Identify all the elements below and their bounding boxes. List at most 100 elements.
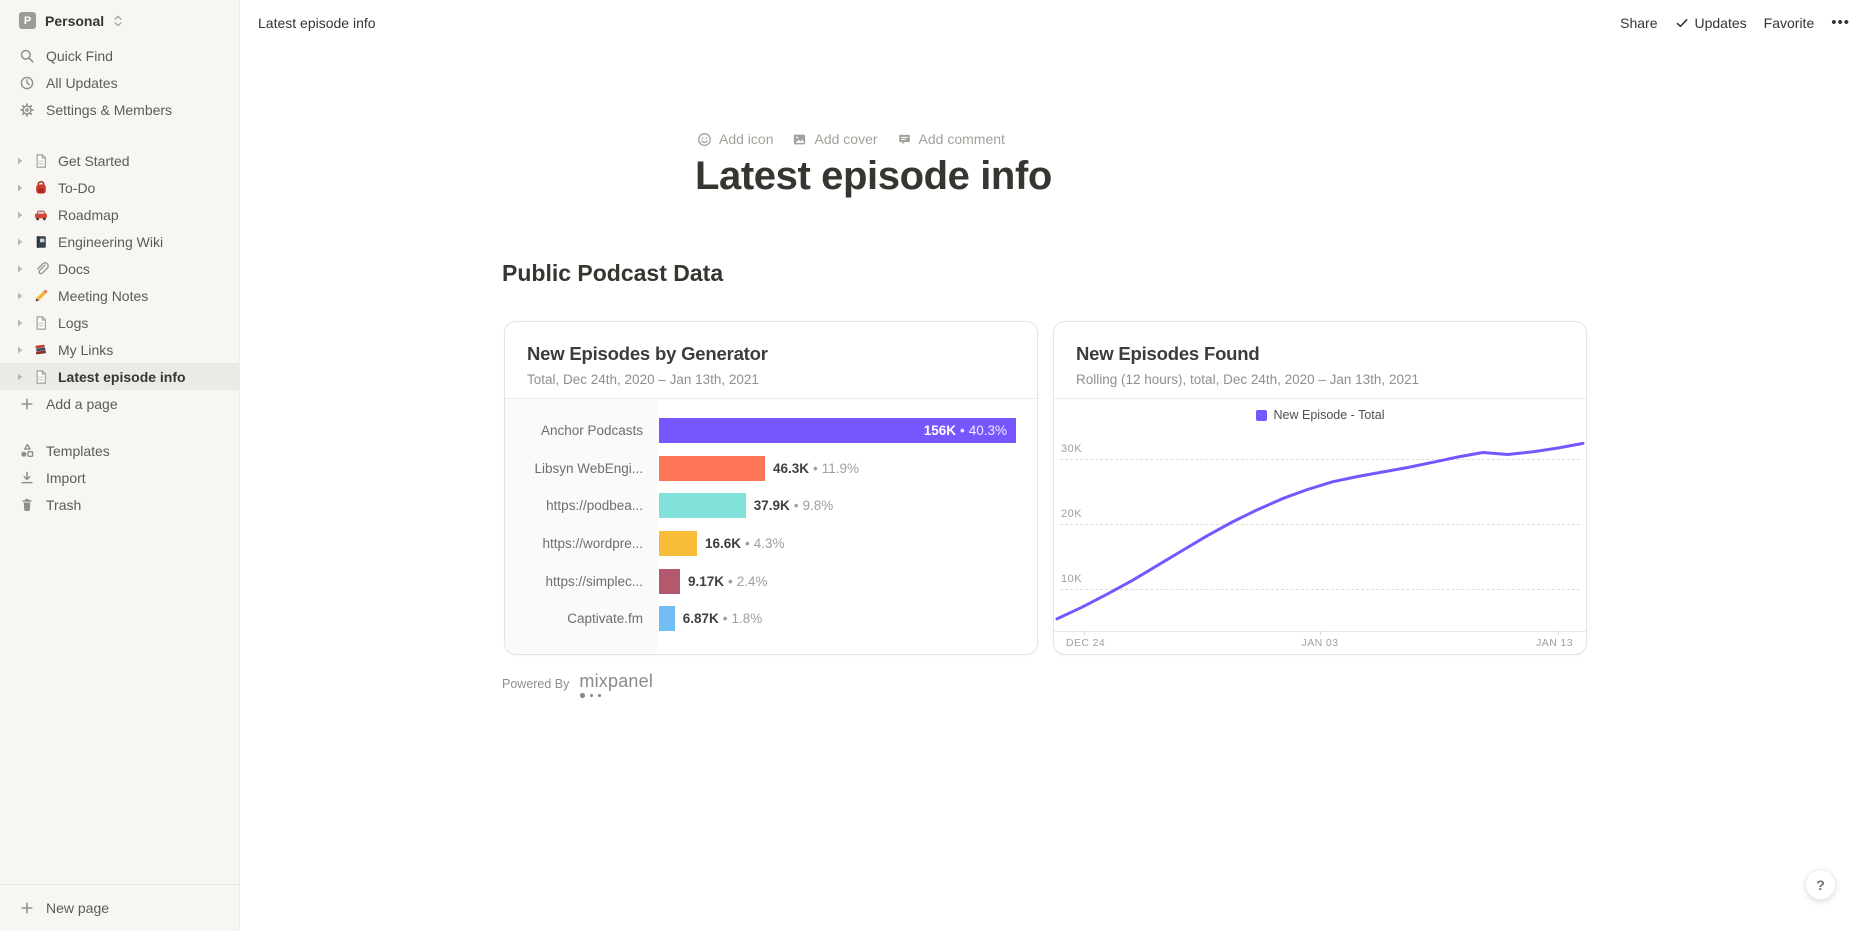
gridline [1060,524,1580,525]
sidebar-page-my-links[interactable]: My Links [0,336,239,363]
sidebar-item-label: Settings & Members [46,101,173,118]
page-icon [33,153,49,169]
page-label: Latest episode info [58,368,186,385]
sidebar-page-latest-episode-info[interactable]: Latest episode info [0,363,239,390]
page-controls: Add icon Add cover Add comment [697,131,1005,147]
add-comment-button[interactable]: Add comment [897,131,1005,147]
y-axis-label: 30K [1061,443,1083,455]
more-options-button[interactable]: ••• [1831,14,1850,31]
sidebar-item-settings-members[interactable]: Settings & Members [0,96,239,123]
page-label: Meeting Notes [58,287,149,304]
add-page-button[interactable]: Add a page [0,390,239,417]
add-page-label: Add a page [46,395,118,412]
expand-toggle-icon[interactable] [14,236,26,248]
sidebar-item-trash[interactable]: Trash [0,491,239,518]
bar-value-label: 9.17K • 2.4% [688,573,768,589]
search-icon [19,48,35,64]
line-chart-card[interactable]: New Episodes Found Rolling (12 hours), t… [1053,321,1587,655]
expand-toggle-icon[interactable] [14,209,26,221]
sidebar-item-label: Trash [46,496,82,513]
sidebar-page-engineering-wiki[interactable]: Engineering Wiki [0,228,239,255]
chart-legend: New Episode - Total [1054,408,1586,422]
line-series[interactable] [1054,399,1586,654]
new-page-button[interactable]: New page [0,884,239,931]
bar-segment[interactable] [659,531,697,557]
paperclip-icon [33,261,49,277]
sidebar-page-docs[interactable]: Docs [0,255,239,282]
x-axis-label: DEC 24 [1066,637,1106,649]
expand-toggle-icon[interactable] [14,155,26,167]
bar-segment[interactable] [659,455,765,481]
bar-chart-card[interactable]: New Episodes by Generator Total, Dec 24t… [504,321,1038,655]
sidebar-page-to-do[interactable]: To-Do [0,174,239,201]
expand-toggle-icon[interactable] [14,290,26,302]
sidebar-menu: Quick Find All Updates Settings & Members [0,38,239,123]
workspace-switcher[interactable]: P Personal [0,0,239,38]
favorite-button[interactable]: Favorite [1763,14,1815,31]
sidebar-item-import[interactable]: Import [0,464,239,491]
add-icon-button[interactable]: Add icon [697,131,773,147]
sidebar-page-get-started[interactable]: Get Started [0,147,239,174]
page-icon [33,369,49,385]
new-page-label: New page [46,900,110,916]
trash-icon [19,497,35,513]
line-chart-subtitle: Rolling (12 hours), total, Dec 24th, 202… [1076,372,1419,387]
expand-toggle-icon[interactable] [14,263,26,275]
expand-toggle-icon[interactable] [14,371,26,383]
add-cover-button[interactable]: Add cover [792,131,878,147]
topbar: Latest episode info Share Updates Favori… [240,0,1863,45]
sidebar-item-all-updates[interactable]: All Updates [0,69,239,96]
x-tick-icon [1320,631,1321,635]
help-button[interactable]: ? [1805,869,1836,900]
page-label: My Links [58,341,114,358]
page-title[interactable]: Latest episode info [695,154,1052,198]
bar-chart-title: New Episodes by Generator [527,343,768,364]
legend-label: New Episode - Total [1273,408,1385,422]
mixpanel-logo-dots [580,693,653,698]
control-label: Add comment [918,131,1005,147]
bar-chart-body: Anchor Podcasts Libsyn WebEngi... https://… [505,399,1037,654]
bar-category-labels: Anchor Podcasts Libsyn WebEngi... https://… [505,399,657,654]
share-button[interactable]: Share [1620,14,1658,31]
pencil-icon [33,288,49,304]
bar-chart-subtitle: Total, Dec 24th, 2020 – Jan 13th, 2021 [527,372,759,387]
updates-button[interactable]: Updates [1675,15,1747,31]
line-chart-title: New Episodes Found [1076,343,1260,364]
legend-swatch-icon [1255,409,1267,421]
bar-segment[interactable] [659,606,675,632]
bar-value-label: 16.6K • 4.3% [705,536,785,552]
workspace-avatar: P [19,12,36,29]
bar-row: 156K • 40.3% [659,412,1037,450]
comment-icon [897,132,912,147]
sidebar-footer-menu: Templates Import Trash [0,437,239,518]
line-chart-header: New Episodes Found Rolling (12 hours), t… [1054,322,1586,399]
backpack-icon [33,180,49,196]
page-content: Add icon Add cover Add comment Latest epis… [240,45,1863,931]
mixpanel-logo[interactable]: mixpanel [579,672,653,698]
bar-segment[interactable] [659,493,746,519]
import-icon [19,470,35,486]
bar-row: 46.3K • 11.9% [659,450,1037,488]
bar-category-label: https://simplec... [545,573,643,589]
expand-toggle-icon[interactable] [14,317,26,329]
bar-value-label: 37.9K • 9.8% [753,498,834,514]
line-chart-body: New Episode - Total 10K 20K 30K DEC 24 JAN 03… [1054,399,1586,731]
check-icon [1675,16,1689,30]
section-heading[interactable]: Public Podcast Data [502,260,724,286]
chevron-updown-icon [113,14,123,28]
sidebar-item-quick-find[interactable]: Quick Find [0,42,239,69]
breadcrumb[interactable]: Latest episode info [258,14,376,31]
sidebar-item-templates[interactable]: Templates [0,437,239,464]
expand-toggle-icon[interactable] [14,344,26,356]
updates-label: Updates [1694,14,1747,31]
bar-category-label: https://podbea... [546,498,643,514]
sidebar-page-roadmap[interactable]: Roadmap [0,201,239,228]
sidebar-page-logs[interactable]: Logs [0,309,239,336]
bar-segment[interactable] [659,568,680,594]
smiley-icon [697,132,712,147]
bar-row: 37.9K • 9.8% [659,487,1037,525]
expand-toggle-icon[interactable] [14,182,26,194]
bar-segment[interactable]: 156K • 40.3% [659,418,1016,444]
sidebar-page-meeting-notes[interactable]: Meeting Notes [0,282,239,309]
page-label: Engineering Wiki [58,233,164,250]
